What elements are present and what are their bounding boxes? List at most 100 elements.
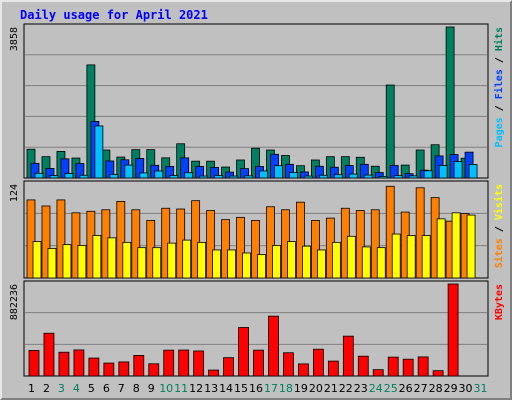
kbytes-panel-kbytes-bar bbox=[298, 363, 309, 377]
visits-sites-panel-sites-bar bbox=[451, 212, 461, 279]
hits-files-pages-panel-pages-bar bbox=[169, 175, 179, 179]
x-tick-label: 23 bbox=[354, 382, 368, 395]
x-tick-label: 1 bbox=[28, 382, 35, 395]
visits-sites-panel-sites-bar bbox=[92, 235, 102, 279]
x-tick-label: 27 bbox=[414, 382, 428, 395]
visits-sites-panel-sites-bar bbox=[287, 241, 296, 279]
kbytes-panel-kbytes-bar bbox=[178, 349, 190, 377]
x-tick-label: 26 bbox=[399, 382, 413, 395]
hits-files-pages-panel-pages-bar bbox=[304, 175, 313, 179]
visits-sites-panel-ylabel-part: Sites bbox=[493, 238, 505, 268]
hits-files-pages-panel-pages-bar bbox=[259, 170, 268, 179]
kbytes-panel-kbytes-bar bbox=[417, 356, 429, 377]
visits-sites-panel-visits-bar bbox=[221, 219, 230, 279]
hits-files-pages-panel-pages-bar bbox=[94, 125, 104, 179]
kbytes-panel-kbytes-bar bbox=[432, 370, 444, 377]
hits-files-pages-panel-pages-bar bbox=[49, 175, 59, 179]
kbytes-panel-kbytes-bar bbox=[208, 369, 220, 377]
visits-sites-panel-visits-bar bbox=[41, 205, 51, 279]
hits-files-pages-panel-ylabel-part: Pages bbox=[494, 117, 505, 147]
visits-sites-panel-sites-bar bbox=[302, 245, 311, 279]
visits-sites-panel-visits-bar bbox=[385, 185, 395, 279]
visits-sites-panel-sites-bar bbox=[346, 235, 356, 279]
visits-sites-panel-sites-bar bbox=[331, 241, 341, 279]
visits-sites-panel-ylabel-separator: / bbox=[494, 220, 505, 238]
hits-files-pages-panel-ylabel-separator: / bbox=[494, 99, 505, 117]
hits-files-pages-panel-pages-bar bbox=[139, 172, 149, 179]
x-tick-label: 17 bbox=[264, 382, 278, 395]
hits-files-pages-panel-pages-bar bbox=[468, 164, 478, 179]
visits-sites-panel-sites-bar bbox=[376, 247, 386, 279]
x-tick-label: 7 bbox=[118, 382, 125, 395]
hits-files-pages-panel-pages-bar bbox=[453, 161, 463, 179]
hits-files-pages-panel-pages-bar bbox=[393, 175, 403, 179]
hits-files-pages-panel-hits-bar bbox=[385, 84, 395, 179]
hits-files-pages-panel-pages-bar bbox=[244, 175, 253, 179]
hits-files-pages-panel-pages-bar bbox=[438, 165, 448, 179]
visits-sites-panel-ylabel-part: Visits bbox=[493, 184, 505, 220]
kbytes-panel-kbytes-bar bbox=[163, 349, 175, 377]
visits-sites-panel-sites-bar bbox=[272, 245, 281, 279]
hits-files-pages-panel-pages-bar bbox=[318, 174, 328, 179]
kbytes-panel-kbytes-bar bbox=[118, 361, 130, 377]
x-tick-label: 19 bbox=[294, 382, 308, 395]
visits-sites-panel-sites-bar bbox=[182, 239, 192, 279]
visits-sites-panel-visits-bar bbox=[370, 209, 380, 279]
kbytes-panel-kbytes-bar bbox=[253, 349, 264, 377]
kbytes-panel-kbytes-bar bbox=[88, 357, 100, 377]
hits-files-pages-panel-pages-bar bbox=[423, 170, 433, 179]
visits-sites-panel-sites-bar bbox=[152, 247, 162, 279]
kbytes-panel-kbytes-bar bbox=[193, 350, 205, 377]
visits-sites-panel-sites-bar bbox=[62, 244, 72, 279]
visits-sites-panel-sites-bar bbox=[122, 241, 132, 279]
hits-files-pages-panel-pages-bar bbox=[348, 173, 358, 179]
visits-sites-panel-visits-bar bbox=[355, 210, 365, 279]
kbytes-panel-kbytes-bar bbox=[28, 350, 40, 377]
visits-sites-panel-visits-bar bbox=[191, 200, 201, 279]
x-tick-label: 24 bbox=[369, 382, 383, 395]
kbytes-panel-kbytes-bar bbox=[447, 283, 459, 377]
visits-sites-panel-visits-bar bbox=[56, 199, 66, 279]
visits-sites-panel-sites-bar bbox=[137, 247, 147, 279]
hits-files-pages-panel-ylabel-separator: / bbox=[494, 51, 505, 69]
visits-sites-panel-sites-bar bbox=[406, 235, 416, 279]
kbytes-panel-max-label: 882236 bbox=[9, 284, 20, 320]
hits-files-pages-panel-pages-bar bbox=[64, 173, 74, 179]
hits-files-pages-panel-ylabel: Pages / Files / Hits bbox=[493, 27, 505, 147]
kbytes-panel-kbytes-bar bbox=[372, 369, 384, 377]
visits-sites-panel-sites-bar bbox=[77, 245, 87, 279]
visits-sites-panel-sites-bar bbox=[316, 249, 326, 279]
x-tick-label: 8 bbox=[133, 382, 140, 395]
x-tick-label: 5 bbox=[88, 382, 95, 395]
x-tick-label: 21 bbox=[324, 382, 338, 395]
visits-sites-panel-visits-bar bbox=[131, 209, 141, 279]
hits-files-pages-panel-pages-bar bbox=[333, 174, 343, 179]
visits-sites-panel-visits-bar bbox=[26, 199, 36, 279]
x-tick-label: 11 bbox=[174, 382, 188, 395]
visits-sites-panel-max-label: 124 bbox=[9, 184, 20, 202]
hits-files-pages-panel-pages-bar bbox=[408, 175, 418, 179]
x-tick-label: 25 bbox=[384, 382, 398, 395]
visits-sites-panel-sites-bar bbox=[391, 233, 401, 279]
visits-sites-panel-visits-bar bbox=[116, 201, 126, 279]
visits-sites-panel-sites-bar bbox=[227, 249, 236, 279]
x-tick-label: 18 bbox=[279, 382, 293, 395]
kbytes-panel-ylabel: KBytes bbox=[494, 284, 505, 320]
kbytes-panel-kbytes-bar bbox=[133, 355, 145, 377]
x-tick-label: 10 bbox=[159, 382, 173, 395]
hits-files-pages-panel-pages-bar bbox=[274, 165, 283, 179]
x-tick-label: 15 bbox=[234, 382, 248, 395]
kbytes-panel-kbytes-bar bbox=[387, 356, 399, 377]
kbytes-panel-kbytes-bar bbox=[73, 349, 85, 377]
hits-files-pages-panel-pages-bar bbox=[154, 170, 164, 179]
kbytes-panel-kbytes-bar bbox=[312, 348, 324, 377]
visits-sites-panel-sites-bar bbox=[167, 242, 177, 279]
kbytes-panel-kbytes-bar bbox=[223, 357, 234, 377]
visits-sites-panel-sites-bar bbox=[107, 237, 117, 279]
x-tick-label: 16 bbox=[249, 382, 263, 395]
visits-sites-panel-visits-bar bbox=[236, 216, 245, 279]
visits-sites-panel-visits-bar bbox=[310, 219, 320, 279]
hits-files-pages-panel-pages-bar bbox=[214, 175, 224, 179]
kbytes-panel-kbytes-bar bbox=[283, 352, 294, 377]
hits-files-pages-panel-max-label: 3858 bbox=[9, 27, 20, 51]
